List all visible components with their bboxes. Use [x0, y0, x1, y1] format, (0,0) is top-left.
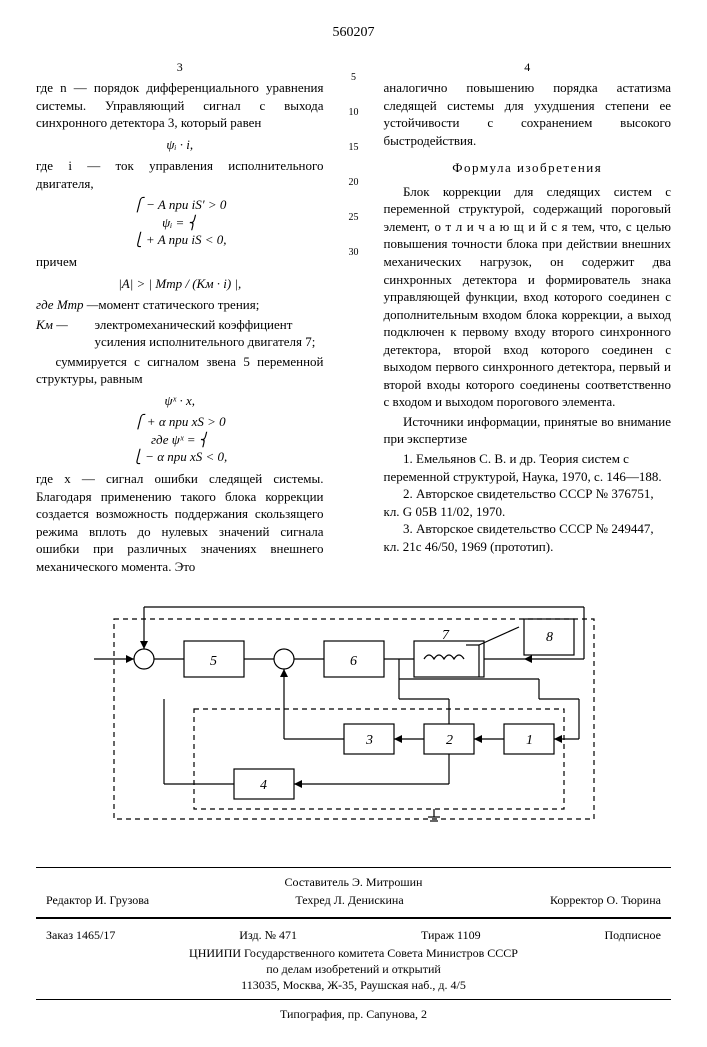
formula-f2b: ⎩ + A при iS < 0,: [36, 231, 324, 249]
formula-f1: ψᵢ · i,: [36, 136, 324, 154]
left-p1: где n — порядок дифференциального уравне…: [36, 79, 324, 132]
def-km: Kм — электромеханический коэффициент уси…: [36, 316, 324, 351]
node-3-label: 3: [365, 733, 373, 748]
left-p4: суммируется с сигналом звена 5 переменно…: [36, 353, 324, 388]
ln-30: 30: [349, 246, 359, 281]
formula-f5-pre: где ψˣ = ⎨: [36, 431, 324, 449]
formula-f2-pre: ψᵢ = ⎨: [36, 214, 324, 232]
left-p2: где i — ток управления исполнительного д…: [36, 157, 324, 192]
ln-10: 10: [349, 106, 359, 141]
node-1-label: 1: [526, 733, 533, 748]
footer-print: Типография, пр. Сапунова, 2: [36, 1006, 671, 1022]
footer-addr: 113035, Москва, Ж-35, Раушская наб., д. …: [36, 977, 671, 993]
block-diagram: 5 6 7 8 1 2 3 4: [84, 599, 624, 839]
footer-corrector: Корректор О. Тюрина: [550, 892, 661, 908]
footer-compiler: Составитель Э. Митрошин: [36, 874, 671, 890]
footer-editor: Редактор И. Грузова: [46, 892, 149, 908]
patent-number: 560207: [36, 24, 671, 43]
right-column: 4 аналогично повышению порядка астатизма…: [384, 59, 672, 577]
source-2: 2. Авторское свидетельство СССР № 376751…: [384, 485, 672, 520]
node-7-label: 7: [442, 628, 450, 643]
formula-heading: Формула изобретения: [384, 159, 672, 177]
source-3: 3. Авторское свидетельство СССР № 249447…: [384, 520, 672, 555]
ln-15: 15: [349, 141, 359, 176]
formula-f3: |A| > | Mтр / (Kм · i) |,: [36, 275, 324, 293]
formula-f4: ψˣ · x,: [36, 392, 324, 410]
node-2-label: 2: [446, 733, 453, 748]
footer-sub: Подписное: [604, 927, 661, 943]
left-p3: причем: [36, 253, 324, 271]
footer-org2: по делам изобретений и открытий: [36, 961, 671, 977]
def-mtr-label: где Mтр —: [36, 296, 98, 314]
footer-order: Заказ 1465/17: [46, 927, 115, 943]
footer-pub: Изд. № 471: [239, 927, 297, 943]
col-num-left: 3: [36, 59, 324, 75]
right-p1: аналогично повышению порядка астатизма с…: [384, 79, 672, 149]
formula-f5a: ⎧ + α при xS > 0: [36, 413, 324, 431]
ln-25: 25: [349, 211, 359, 246]
node-5-label: 5: [210, 654, 217, 669]
footer: Составитель Э. Митрошин Редактор И. Груз…: [36, 867, 671, 1022]
ln-5: 5: [351, 71, 356, 106]
def-mtr-desc: момент статического трения;: [98, 296, 259, 314]
left-p5: где x — сигнал ошибки следящей системы. …: [36, 470, 324, 575]
right-p3: Источники информации, принятые во вниман…: [384, 413, 672, 448]
node-6-label: 6: [350, 654, 357, 669]
def-mtr: где Mтр — момент статического трения;: [36, 296, 324, 314]
source-1: 1. Емельянов С. В. и др. Теория систем с…: [384, 450, 672, 485]
ln-20: 20: [349, 176, 359, 211]
footer-copies: Тираж 1109: [421, 927, 481, 943]
footer-org: ЦНИИПИ Государственного комитета Совета …: [36, 945, 671, 961]
right-p2: Блок коррекции для следящих систем с пер…: [384, 183, 672, 411]
formula-f2a: ⎧ − A при iS′ > 0: [36, 196, 324, 214]
node-8-label: 8: [546, 630, 553, 645]
formula-f5b: ⎩ − α при xS < 0,: [36, 448, 324, 466]
def-km-desc: электромеханический коэффициент усиления…: [95, 316, 324, 351]
text-columns: 3 где n — порядок дифференциального урав…: [36, 59, 671, 577]
left-column: 3 где n — порядок дифференциального урав…: [36, 59, 324, 577]
def-km-label: Kм —: [36, 316, 95, 351]
line-numbers: 5 10 15 20 25 30: [348, 59, 360, 577]
col-num-right: 4: [384, 59, 672, 75]
node-4-label: 4: [260, 778, 267, 793]
footer-tech-editor: Техред Л. Денискина: [295, 892, 403, 908]
